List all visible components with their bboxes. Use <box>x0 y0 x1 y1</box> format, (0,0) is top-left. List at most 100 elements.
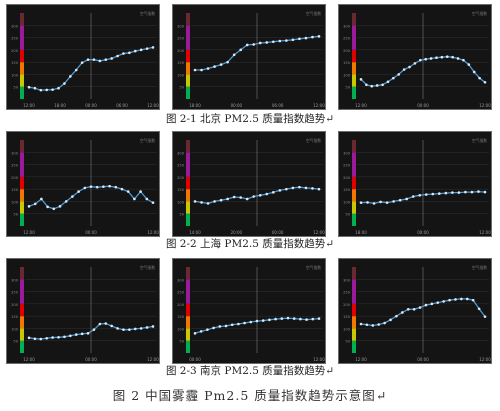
data-point <box>213 200 216 203</box>
data-point <box>291 186 295 190</box>
data-point <box>74 333 78 336</box>
data-point <box>462 58 465 62</box>
x-tick-label: 12:00 <box>313 357 325 362</box>
x-tick-label: 12:00 <box>147 357 159 362</box>
aqi-color-band <box>352 279 356 304</box>
corner-label: 空气指数 <box>472 265 487 270</box>
data-point <box>456 57 460 60</box>
y-tick-label: 250 <box>177 37 185 41</box>
data-point <box>483 80 487 84</box>
data-point <box>226 60 229 64</box>
y-tick-label: 300 <box>11 24 19 28</box>
caption-beijing: 图 2-1 北京 PM2.5 质量指数趋势↵ <box>0 111 500 126</box>
data-point <box>199 330 203 333</box>
data-point <box>412 307 416 311</box>
data-point <box>27 336 31 340</box>
data-point <box>133 197 136 201</box>
x-tick-label: 00:00 <box>85 357 97 362</box>
aqi-color-band <box>352 13 356 26</box>
data-point <box>392 76 395 80</box>
data-point <box>122 328 125 331</box>
data-point <box>445 55 449 59</box>
pm25-chart: 50 100 150 200 250 300 空气指数 12:00 00:00 12:00 <box>343 11 491 108</box>
data-point <box>385 201 389 204</box>
data-point <box>245 43 249 47</box>
data-point <box>298 185 301 189</box>
data-point <box>377 323 381 326</box>
y-tick-label: 50 <box>179 340 184 344</box>
pm25-chart: 50 100 150 200 250 300 空气指数 12:00 00:00 12:00 <box>11 265 159 362</box>
x-tick-label: 12:00 <box>23 230 35 235</box>
data-point <box>104 322 108 325</box>
data-point <box>392 200 395 203</box>
aqi-color-band <box>186 49 190 63</box>
data-point <box>237 322 240 326</box>
data-point <box>64 200 68 203</box>
data-point <box>365 323 369 327</box>
data-point <box>299 317 302 321</box>
x-tick-label: 12:00 <box>313 230 325 235</box>
data-point <box>33 202 37 206</box>
aqi-color-band <box>20 176 24 190</box>
pm25-chart: 50 100 150 200 250 300 空气指数 12:00 00:00 12:00 <box>11 138 159 235</box>
y-tick-label: 150 <box>11 188 19 192</box>
y-tick-label: 250 <box>343 164 351 168</box>
data-point <box>286 316 290 320</box>
data-point <box>311 35 314 39</box>
aqi-color-band <box>186 267 190 280</box>
y-tick-label: 200 <box>343 49 351 53</box>
data-point <box>193 332 197 335</box>
aqi-color-band <box>20 189 24 202</box>
data-point <box>51 336 54 339</box>
aqi-color-band <box>352 49 356 63</box>
data-point <box>477 307 481 311</box>
data-point <box>483 190 487 194</box>
aqi-color-band <box>186 86 190 99</box>
data-point <box>126 190 130 193</box>
corner-label: 空气指数 <box>306 138 321 143</box>
data-point <box>120 187 124 191</box>
data-point <box>71 195 74 198</box>
y-tick-label: 150 <box>343 188 351 192</box>
x-tick-label: 12:00 <box>479 103 491 108</box>
corner-label: 空气指数 <box>140 265 155 270</box>
caption-nanjing: 图 2-3 南京 PM2.5 质量指数趋势↵ <box>0 363 500 378</box>
aqi-color-band <box>186 279 190 304</box>
data-point <box>200 68 203 72</box>
pm25-chart-panel: 50 100 150 200 250 300 空气指数 18:00 00:00 06:00 12:0… <box>172 4 326 110</box>
data-point <box>69 75 72 78</box>
data-point <box>478 76 481 80</box>
y-tick-label: 300 <box>343 151 351 155</box>
data-point <box>471 298 475 302</box>
data-point <box>386 80 390 84</box>
data-point <box>145 326 149 329</box>
data-point <box>317 35 321 38</box>
data-point <box>436 301 440 304</box>
data-point <box>151 325 155 328</box>
data-point <box>442 300 445 303</box>
aqi-color-band <box>20 13 24 26</box>
x-tick-label: 12:00 <box>23 103 35 108</box>
data-point <box>381 83 384 87</box>
data-point <box>359 322 363 326</box>
data-point <box>63 335 66 339</box>
data-point <box>438 192 441 195</box>
data-point <box>86 332 90 335</box>
data-point <box>291 38 295 42</box>
aqi-color-band <box>352 140 356 153</box>
paragraph-mark: ↵ <box>375 388 388 403</box>
x-tick-label: 00:00 <box>417 230 429 235</box>
data-point <box>252 43 256 46</box>
x-tick-label: 12:00 <box>147 103 159 108</box>
data-point <box>95 185 99 189</box>
data-point <box>365 83 368 87</box>
data-point <box>370 84 374 88</box>
pm25-chart: 50 100 150 200 250 300 空气指数 12:00 00:00 12:00 <box>343 265 491 362</box>
data-point <box>408 65 411 69</box>
data-point <box>304 36 308 40</box>
data-point <box>245 197 249 201</box>
aqi-color-band <box>186 303 190 317</box>
aqi-color-band <box>186 316 190 329</box>
x-tick-label: 00:00 <box>231 103 243 108</box>
y-tick-label: 250 <box>11 291 19 295</box>
